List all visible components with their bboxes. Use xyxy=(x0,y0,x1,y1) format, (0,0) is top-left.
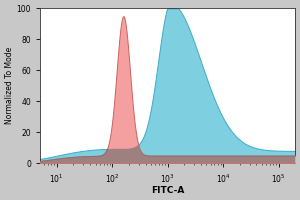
X-axis label: FITC-A: FITC-A xyxy=(151,186,184,195)
Y-axis label: Normalized To Mode: Normalized To Mode xyxy=(5,47,14,124)
